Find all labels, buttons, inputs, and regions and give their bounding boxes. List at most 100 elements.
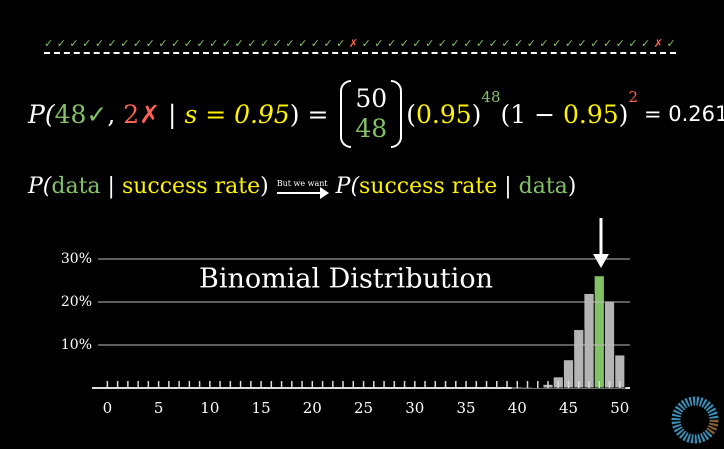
trial-mark: ✓ [310,37,320,50]
pointer-arrowhead [593,254,609,268]
logo-accent [671,396,719,444]
text: P( [28,99,55,129]
trial-mark: ✓ [56,37,66,50]
exponent: 2 [628,88,638,106]
trial-mark: ✓ [399,37,409,50]
text: 2 [123,99,140,129]
paren [340,80,352,148]
text: ( [406,99,416,129]
arrow-line [277,187,330,199]
y-tick-label: 10% [61,337,92,353]
trial-mark: ✓ [221,37,232,50]
trial-mark: ✓ [298,37,308,50]
trial-mark: ✓ [361,37,371,50]
x-tick-label: 35 [456,399,475,417]
text: s = 0.95 [184,99,290,129]
text: ✗ [139,99,161,129]
trial-mark: ✓ [323,37,333,50]
trial-mark: ✓ [158,37,168,50]
trial-mark: ✓ [107,37,117,50]
trial-mark: ✓ [234,37,244,50]
text: | [160,99,185,129]
text: ✓ [86,99,108,129]
text: (1 − [500,99,563,129]
trial-mark: ✓ [552,37,562,50]
question-formula: P( data | success rate ) But we want P( … [28,174,576,199]
exponent: 48 [481,88,501,106]
y-tick-label: 30% [61,251,92,267]
text: 0.95 [415,99,472,129]
x-tick-label: 45 [559,399,578,417]
trial-mark: ✓ [412,37,422,50]
result: = 0.26110 [643,102,724,126]
trial-mark: ✓ [526,37,536,50]
text: ) [471,99,482,129]
trial-mark: ✓ [475,37,486,50]
trial-mark: ✓ [437,37,448,50]
x-tick-label: 10 [200,399,219,417]
text: success rate [121,174,261,199]
text: data [51,174,101,199]
trial-mark: ✓ [602,37,613,50]
paren [391,80,403,148]
x-tick-label: 40 [508,399,527,417]
trial-mark: ✓ [488,37,498,50]
text: 50 [355,84,388,113]
trial-mark: ✗ [653,37,663,50]
trial-mark: ✓ [247,37,257,50]
trial-mark: ✓ [641,37,651,50]
text: | [100,174,122,199]
trial-mark: ✓ [628,37,638,50]
text: success rate [359,174,498,199]
trial-mark: ✓ [209,37,219,50]
text: data [518,174,568,199]
bar [603,300,616,389]
text: ) [618,99,629,129]
trial-mark: ✓ [272,37,282,50]
trial-mark: ✓ [425,37,435,50]
trial-mark: ✓ [615,37,625,50]
arrow-label: But we want [276,179,328,188]
trial-mark: ✓ [450,37,460,50]
x-tick-label: 30 [405,399,424,417]
text: ) [567,174,577,199]
trial-mark: ✓ [259,37,270,50]
text: P( [335,174,360,199]
trial-mark: ✓ [183,37,193,50]
bar [573,329,585,389]
trial-mark: ✓ [82,37,92,50]
trial-mark: ✓ [120,37,130,50]
x-tick-label: 15 [252,399,271,417]
text: P( [28,174,52,199]
trial-mark: ✓ [564,37,575,50]
arrow: But we want [276,179,330,199]
trial-mark: ✓ [132,37,143,50]
trial-mark: ✓ [501,37,511,50]
text: 48 [54,99,87,129]
trial-mark: ✓ [539,37,549,50]
x-tick-label: 50 [610,399,629,417]
x-tick-label: 5 [154,399,164,417]
trial-mark: ✓ [69,37,79,50]
trial-mark: ✓ [463,37,473,50]
x-tick-label: 0 [103,399,113,417]
trial-mark: ✓ [145,37,155,50]
trial-mark: ✓ [196,37,206,50]
trial-mark: ✓ [386,37,397,50]
bar [593,275,605,389]
trial-mark: ✓ [44,37,54,50]
trial-mark: ✗ [348,37,359,50]
binomial: 50 48 [340,80,403,148]
trial-mark: ✓ [514,37,524,50]
binomial-stack: 50 48 [351,84,391,144]
trial-mark: ✓ [285,37,295,50]
trial-mark: ✓ [374,37,384,50]
x-tick-label: 20 [303,399,322,417]
trial-mark: ✓ [577,37,587,50]
likelihood-formula: P( 48 ✓ , 2 ✗ | s = 0.95 ) = 50 48 ( 0.9… [28,80,724,148]
bar [583,292,595,389]
text: , [107,99,124,129]
logo [671,396,719,444]
